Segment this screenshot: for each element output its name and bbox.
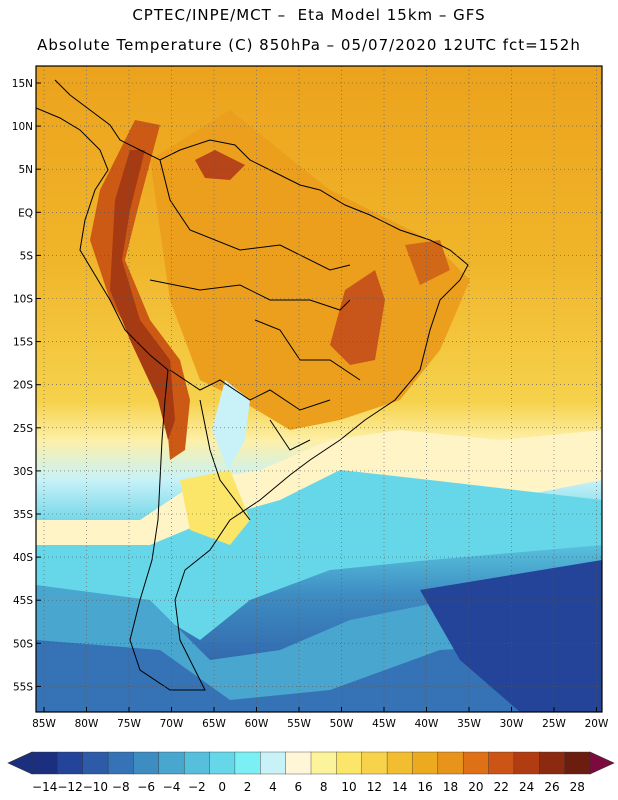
colorbar-swatch xyxy=(564,751,591,775)
lat-label: 10N xyxy=(12,121,33,133)
lat-label: 45S xyxy=(13,595,33,607)
colorbar-swatch xyxy=(437,751,464,775)
lon-label: 85W xyxy=(32,718,56,730)
lat-label: 5S xyxy=(20,250,34,262)
lon-label: 35W xyxy=(457,718,481,730)
title-line-2: Absolute Temperature (C) 850hPa – 05/07/… xyxy=(37,36,581,54)
colorbar-label: 26 xyxy=(544,780,559,794)
colorbar-swatch xyxy=(539,751,566,775)
lon-label: 25W xyxy=(542,718,566,730)
latitude-labels: 15N 10N 5N EQ 5S 10S 15S 20S 25S 30S 35S 40S 45S 50S 5… xyxy=(12,78,41,693)
colorbar-label: 0 xyxy=(218,780,226,794)
lon-label: 55W xyxy=(287,718,311,730)
colorbar-swatch xyxy=(183,751,211,775)
lon-label: 30W xyxy=(500,718,524,730)
longitude-labels: 85W 80W 75W 70W 65W 60W 55W 50W 45W 40W 35W 30W 25W 2… xyxy=(32,707,609,730)
colorbar-label: 20 xyxy=(468,780,483,794)
lon-label: 75W xyxy=(117,718,141,730)
lat-label: 5N xyxy=(18,164,33,176)
lat-label: EQ xyxy=(18,207,33,219)
colorbar-label: 16 xyxy=(417,780,432,794)
title-line-1: CPTEC/INPE/MCT – Eta Model 15km – GFS xyxy=(132,6,486,24)
map-frame xyxy=(35,65,603,713)
colorbar-label: 6 xyxy=(294,780,302,794)
colorbar-high-arrow xyxy=(589,751,615,775)
colorbar-swatch xyxy=(513,751,540,775)
colorbar-label: 14 xyxy=(392,780,407,794)
colorbar-swatch xyxy=(57,751,84,775)
colorbar-label: 10 xyxy=(341,780,356,794)
colorbar-swatch xyxy=(209,751,236,775)
colorbar-swatch xyxy=(158,751,185,775)
temperature-field xyxy=(36,66,602,712)
lon-label: 20W xyxy=(585,718,609,730)
colorbar-swatch xyxy=(386,751,413,775)
colorbar-swatch xyxy=(462,751,490,775)
lat-label: 40S xyxy=(13,552,33,564)
lat-label: 15S xyxy=(13,337,33,349)
lon-label: 60W xyxy=(245,718,269,730)
lat-label: 35S xyxy=(13,509,33,521)
colorbar-swatch xyxy=(361,751,388,775)
lat-label: 20S xyxy=(13,380,33,392)
colorbar-low-arrow xyxy=(7,751,33,775)
colorbar-label: 24 xyxy=(519,780,534,794)
lon-label: 80W xyxy=(75,718,99,730)
colorbar-swatch xyxy=(107,751,134,775)
colorbar-swatch xyxy=(412,751,439,775)
colorbar: −14 −12 −10 −8 −6 −4 −2 0 2 4 6 8 10 12 14 16 18 20 22 24 26… xyxy=(7,751,615,794)
lat-label: 50S xyxy=(13,638,33,650)
colorbar-swatch xyxy=(285,751,312,775)
lat-label: 15N xyxy=(12,78,33,90)
colorbar-label: −10 xyxy=(83,780,108,794)
colorbar-swatch xyxy=(488,751,515,775)
lon-label: 70W xyxy=(160,718,184,730)
colorbar-label: −6 xyxy=(137,780,155,794)
colorbar-label: 18 xyxy=(443,780,458,794)
colorbar-label: 2 xyxy=(244,780,252,794)
colorbar-label: −2 xyxy=(188,780,206,794)
colorbar-swatch xyxy=(133,751,160,775)
colorbar-swatch xyxy=(336,751,363,775)
colorbar-swatch xyxy=(82,751,109,775)
lon-label: 45W xyxy=(372,718,396,730)
colorbar-swatch xyxy=(234,751,261,775)
colorbar-label: 4 xyxy=(269,780,277,794)
colorbar-swatch xyxy=(31,751,58,775)
lat-label: 10S xyxy=(13,294,33,306)
colorbar-label: 22 xyxy=(494,780,509,794)
lon-label: 65W xyxy=(202,718,226,730)
colorbar-label: 12 xyxy=(367,780,382,794)
colorbar-label: 8 xyxy=(320,780,328,794)
colorbar-label: −8 xyxy=(112,780,130,794)
colorbar-label: −14 xyxy=(32,780,57,794)
colorbar-swatch xyxy=(310,751,337,775)
lon-label: 40W xyxy=(415,718,439,730)
lon-label: 50W xyxy=(330,718,354,730)
lat-label: 55S xyxy=(13,681,33,693)
colorbar-swatch xyxy=(260,751,287,775)
colorbar-label: −12 xyxy=(57,780,82,794)
coastline xyxy=(36,79,469,691)
lat-label: 25S xyxy=(13,423,33,435)
colorbar-label: 28 xyxy=(570,780,585,794)
colorbar-label: −4 xyxy=(163,780,181,794)
lat-label: 30S xyxy=(13,466,33,478)
